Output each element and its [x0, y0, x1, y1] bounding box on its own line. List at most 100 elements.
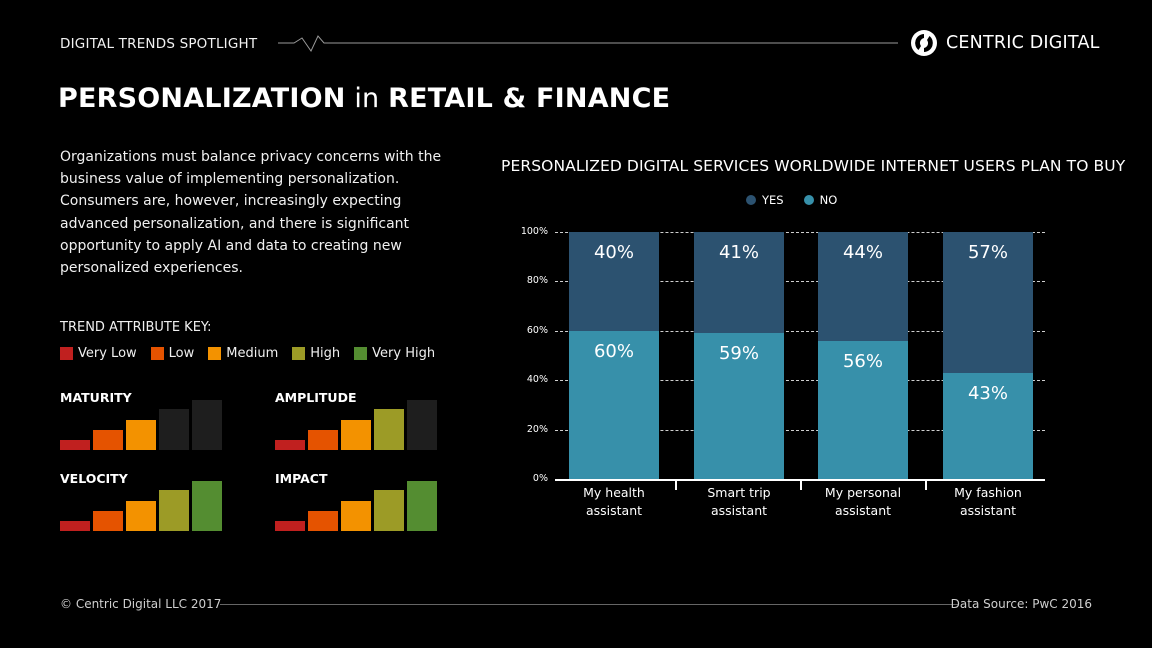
level-bar: [93, 430, 123, 450]
trend-key-item: Medium: [208, 346, 278, 361]
metric-bars: [60, 400, 222, 450]
gridline: [555, 429, 1045, 431]
y-tick-label: 80%: [526, 275, 548, 287]
stacked-bar: 57% 43%: [943, 232, 1033, 479]
y-tick-label: 0%: [532, 473, 548, 484]
metric-impact: IMPACT: [275, 471, 455, 531]
trend-key-label: High: [310, 346, 341, 361]
copyright: © Centric Digital LLC 2017: [60, 597, 222, 611]
trend-key-title: TREND ATTRIBUTE KEY:: [60, 320, 212, 335]
color-swatch-icon: [354, 347, 368, 360]
level-bar: [407, 481, 437, 531]
gridline: [555, 232, 1045, 233]
x-label-line: assistant: [959, 503, 1017, 518]
bar-segment-no: 60%: [569, 330, 659, 479]
heartbeat-divider: [278, 35, 898, 53]
trend-key-item: Low: [150, 346, 195, 361]
x-label-line: Smart trip: [707, 485, 771, 500]
trend-key-label: Low: [168, 346, 195, 361]
legend-label: NO: [819, 193, 838, 207]
x-category-label: My health assistant: [554, 484, 674, 520]
level-bar: [60, 440, 90, 450]
level-bar: [275, 440, 305, 450]
level-bar: [159, 409, 189, 450]
level-bar: [126, 501, 156, 531]
bar-value-label: 60%: [593, 340, 634, 362]
y-tick-label: 60%: [526, 324, 548, 336]
bar-segment-no: 43%: [943, 372, 1033, 479]
level-bar: [341, 420, 371, 450]
bar-segment-no: 59%: [694, 333, 784, 479]
trend-key-legend: Very Low Low Medium High Very High: [60, 346, 435, 361]
bar-segment-yes: 44%: [818, 232, 908, 341]
trend-key-item: Very High: [354, 346, 435, 361]
bar-value-label: 43%: [967, 382, 1008, 404]
brand-logo: CENTRIC DIGITAL: [910, 29, 1100, 57]
level-bar: [192, 481, 222, 531]
legend-dot-icon: [746, 195, 756, 205]
bar-segment-no: 56%: [818, 340, 908, 479]
bar-value-label: 59%: [718, 343, 759, 365]
footer-divider: [220, 604, 958, 605]
trend-key-label: Very Low: [78, 346, 137, 361]
y-tick-label: 20%: [526, 423, 548, 435]
trend-key-item: High: [292, 346, 340, 361]
page-title: PERSONALIZATION in RETAIL & FINANCE: [58, 83, 670, 114]
metric-label: IMPACT: [275, 471, 328, 486]
stacked-bar: 41% 59%: [694, 232, 784, 479]
color-swatch-icon: [150, 347, 164, 360]
level-bar: [60, 521, 90, 531]
x-axis-tick: [800, 480, 802, 490]
x-label-line: My health: [583, 485, 645, 500]
data-source: Data Source: PwC 2016: [950, 597, 1092, 611]
legend-dot-icon: [803, 195, 814, 205]
bar-value-label: 40%: [593, 242, 634, 263]
series-label: DIGITAL TRENDS SPOTLIGHT: [60, 36, 258, 52]
trend-key-label: Medium: [226, 346, 279, 361]
level-bar: [341, 501, 371, 531]
bar-value-label: 57%: [967, 242, 1008, 263]
x-label-line: assistant: [834, 503, 892, 518]
x-category-label: Smart trip assistant: [679, 484, 799, 520]
x-axis-tick: [925, 480, 927, 490]
bar-segment-yes: 40%: [569, 232, 659, 331]
legend-item-yes: YES: [746, 193, 784, 207]
metric-amplitude: AMPLITUDE: [275, 390, 455, 450]
bar-value-label: 56%: [842, 350, 883, 372]
y-tick-label: 40%: [526, 374, 548, 386]
bar-segment-yes: 57%: [943, 232, 1033, 373]
metric-label: AMPLITUDE: [275, 390, 357, 405]
level-bar: [159, 490, 189, 531]
level-bar: [126, 420, 156, 450]
level-bar: [407, 400, 437, 450]
gridline: [555, 330, 1045, 332]
level-bar: [308, 511, 338, 531]
legend-label: YES: [762, 193, 784, 207]
metric-maturity: MATURITY: [60, 390, 240, 450]
bar-segment-yes: 41%: [694, 232, 784, 334]
trend-key-item: Very Low: [60, 346, 137, 361]
level-bar: [275, 521, 305, 531]
chart-title: PERSONALIZED DIGITAL SERVICES WORLDWIDE …: [501, 157, 1126, 175]
x-label-line: assistant: [585, 503, 643, 518]
level-bar: [308, 430, 338, 450]
color-swatch-icon: [292, 347, 306, 360]
metric-bars: [60, 481, 222, 531]
stacked-bar: 44% 56%: [818, 232, 908, 479]
color-swatch-icon: [208, 347, 222, 360]
metric-velocity: VELOCITY: [60, 471, 240, 531]
x-label-line: assistant: [710, 503, 768, 518]
level-bar: [93, 511, 123, 531]
x-category-label: My fashion assistant: [928, 484, 1048, 520]
metric-bars: [275, 481, 437, 531]
gridline: [555, 380, 1045, 382]
bar-value-label: 44%: [842, 242, 883, 263]
x-axis-tick: [675, 480, 677, 490]
metric-bars: [275, 400, 437, 450]
y-tick-label: 100%: [520, 226, 548, 237]
title-part-2: in: [345, 83, 389, 114]
color-swatch-icon: [60, 347, 73, 360]
metric-label: MATURITY: [60, 390, 132, 405]
title-part-1: PERSONALIZATION: [58, 83, 346, 114]
brand-name: CENTRIC DIGITAL: [946, 33, 1100, 53]
